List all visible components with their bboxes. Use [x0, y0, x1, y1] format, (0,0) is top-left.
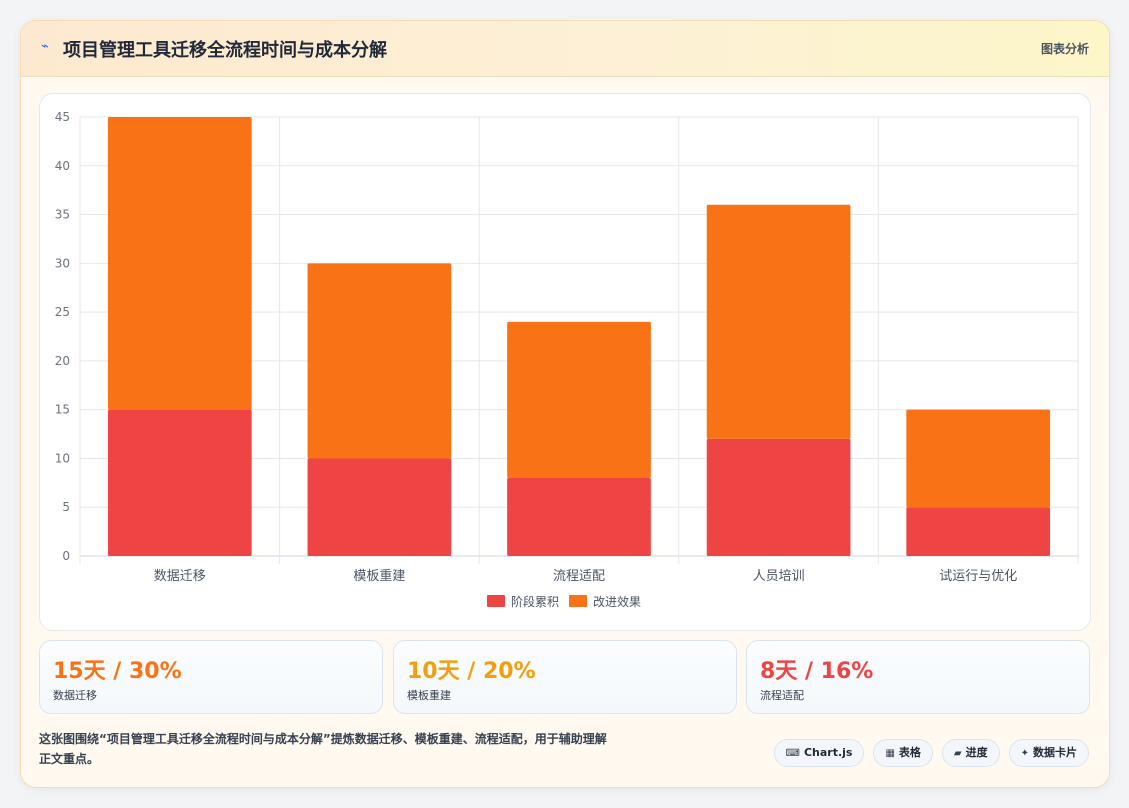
stat-card-3: 8天 / 16% 流程适配: [746, 640, 1090, 714]
y-tick-label: 35: [55, 208, 70, 222]
x-tick-label: 试运行与优化: [939, 569, 1017, 584]
legend-label: 阶段累积: [511, 594, 559, 609]
stat-value: 15天 / 30%: [53, 659, 182, 684]
bar-segment: [507, 321, 651, 478]
badge-label: 进度: [965, 746, 988, 759]
y-tick-label: 20: [55, 354, 70, 368]
stat-value: 8天 / 16%: [760, 659, 874, 684]
badge-label: Chart.js: [803, 746, 853, 759]
stat-label: 模板重建: [407, 689, 451, 702]
data-card-badge[interactable]: ✦ 数据卡片: [1008, 739, 1089, 767]
stat-value: 10天 / 20%: [407, 659, 536, 684]
stat-card-2: 10天 / 20% 模板重建: [393, 640, 737, 714]
bar-segment: [906, 507, 1051, 556]
legend-swatch: [569, 595, 587, 607]
chartjs-badge[interactable]: ⌨ Chart.js: [773, 739, 865, 767]
sparkle-icon: ✦: [1020, 748, 1029, 759]
lightning-icon: ⌁: [41, 39, 49, 54]
y-tick-label: 30: [55, 256, 70, 270]
y-tick-label: 10: [55, 451, 70, 465]
legend-swatch: [487, 595, 505, 607]
y-tick-label: 40: [55, 159, 70, 173]
bar-segment: [906, 409, 1051, 508]
y-tick-label: 15: [55, 403, 70, 417]
legend-label: 改进效果: [593, 594, 641, 609]
badge-label: 表格: [898, 746, 921, 759]
chart-analysis-tag[interactable]: 图表分析: [1040, 42, 1089, 56]
stat-card-1: 15天 / 30% 数据迁移: [39, 640, 383, 714]
table-badge[interactable]: ▦ 表格: [873, 739, 933, 767]
page-title: 项目管理工具迁移全流程时间与成本分解: [63, 40, 387, 61]
bar-segment: [107, 409, 252, 556]
progress-badge[interactable]: ▰ 进度: [941, 739, 1000, 767]
y-tick-label: 0: [62, 549, 70, 563]
chart-panel: 0 5 10 15 20 25 30 35 40 45 数据迁移 模板重建 流程适配 人员培训 试运行与优化…: [39, 93, 1091, 631]
badge-group: ⌨ Chart.js ▦ 表格 ▰ 进度 ✦ 数据卡片: [773, 739, 1089, 767]
y-tick-label: 45: [55, 110, 70, 124]
stat-label: 流程适配: [760, 689, 804, 702]
bar-segment: [706, 438, 851, 556]
bar-segment: [706, 204, 851, 439]
card-header: ⌁ 项目管理工具迁移全流程时间与成本分解 图表分析: [21, 21, 1109, 77]
x-tick-label: 模板重建: [353, 568, 405, 584]
chart-card: ⌁ 项目管理工具迁移全流程时间与成本分解 图表分析 0 5 10 15 20 25 30 35…: [20, 20, 1110, 788]
bar-segment: [507, 477, 651, 556]
x-tick-label: 人员培训: [753, 568, 805, 584]
table-icon: ▦: [885, 748, 895, 759]
bar-segment: [107, 117, 252, 410]
stacked-bar-chart: 0 5 10 15 20 25 30 35 40 45 数据迁移 模板重建 流程适配 人员培训 试运行与优化…: [55, 110, 1079, 609]
bar-segment: [307, 263, 452, 459]
stat-label: 数据迁移: [53, 689, 97, 702]
code-icon: ⌨: [785, 748, 800, 759]
progress-icon: ▰: [953, 748, 962, 759]
chart-description: 这张图围绕“项目管理工具迁移全流程时间与成本分解”提炼数据迁移、模板重建、流程适…: [39, 732, 607, 766]
badge-label: 数据卡片: [1033, 746, 1077, 759]
bar-segment: [307, 458, 452, 556]
y-tick-label: 25: [55, 305, 70, 319]
y-tick-label: 5: [62, 500, 70, 514]
x-tick-label: 流程适配: [553, 569, 605, 584]
x-tick-label: 数据迁移: [154, 569, 206, 584]
